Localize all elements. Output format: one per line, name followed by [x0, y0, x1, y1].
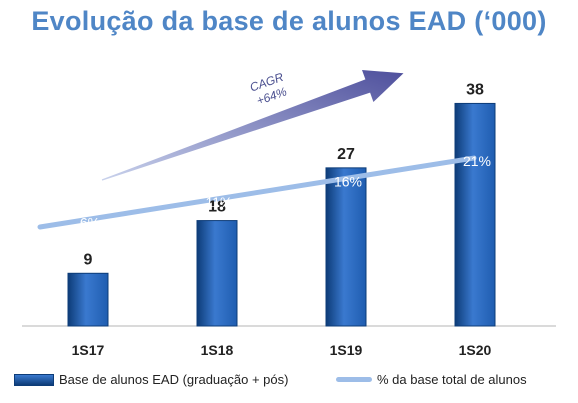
x-tick-label: 1S19 — [330, 342, 363, 358]
pct-line — [37, 155, 477, 230]
x-tick-label: 1S20 — [459, 342, 492, 358]
chart-title: Evolução da base de alunos EAD (‘000) — [31, 6, 547, 36]
bar-value-label: 38 — [466, 81, 484, 98]
bar-1S17 — [67, 272, 109, 327]
legend-item-line: % da base total de alunos — [336, 372, 527, 387]
legend-line-swatch — [336, 377, 372, 382]
x-tick-label: 1S18 — [201, 342, 234, 358]
legend-label-bars: Base de alunos EAD (graduação + pós) — [59, 372, 289, 387]
pct-point-label: 6% — [80, 214, 100, 230]
cagr-arrow — [101, 70, 404, 181]
pct-point-label: 21% — [463, 153, 491, 169]
bar-value-label: 27 — [337, 146, 355, 163]
legend-item-bars: Base de alunos EAD (graduação + pós) — [14, 372, 288, 387]
pct-point-label: 11% — [206, 194, 233, 210]
pct-point-label: 16% — [334, 173, 362, 189]
legend: Base de alunos EAD (graduação + pós) % d… — [0, 372, 578, 394]
x-tick-label: 1S17 — [72, 342, 105, 358]
bar-1S20 — [454, 102, 496, 327]
bar-1S18 — [196, 220, 238, 327]
legend-label-line: % da base total de alunos — [377, 372, 527, 387]
bar-1S19 — [325, 167, 367, 327]
legend-bar-swatch — [14, 373, 54, 386]
bar-value-label: 18 — [208, 199, 226, 216]
bar-value-label: 9 — [84, 251, 93, 268]
